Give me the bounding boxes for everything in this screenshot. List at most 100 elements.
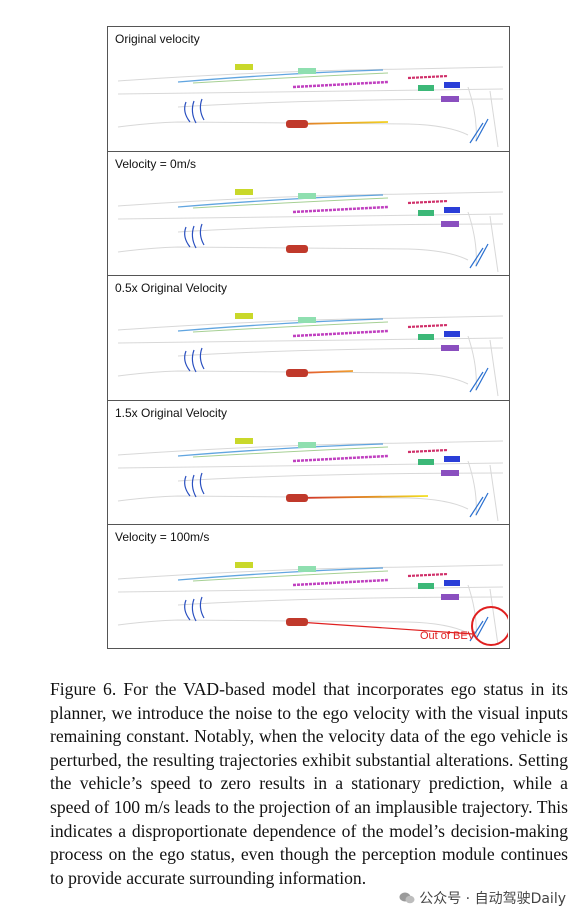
figure-bev-panels: Original velocity Velocity = 0m/s 0.5x Ori…: [107, 26, 510, 649]
pedestrian-trajectory: [475, 243, 489, 266]
lane-boundary: [489, 215, 499, 272]
detected-object-box: [298, 68, 316, 74]
pedestrian-trajectory: [191, 225, 197, 248]
pedestrian-trajectory: [191, 349, 197, 373]
bev-panel: Velocity = 0m/s: [108, 152, 509, 277]
centerline: [192, 570, 389, 582]
detected-object-box: [418, 209, 434, 216]
detected-object-box: [235, 437, 253, 444]
watermark: 公众号 · 自动驾驶Daily: [395, 887, 570, 909]
detected-object-box: [235, 64, 253, 70]
lane-boundary: [489, 90, 499, 148]
pedestrian-trajectory: [191, 599, 197, 622]
ego-planned-trajectory: [297, 121, 389, 125]
bev-map: [117, 64, 504, 148]
detected-object-box: [444, 455, 460, 462]
bev-map: [117, 562, 508, 647]
ego-vehicle: [286, 618, 308, 627]
agent-trajectory: [407, 324, 449, 329]
pedestrian-trajectory: [184, 101, 191, 123]
pedestrian-trajectory: [469, 621, 484, 642]
pedestrian-trajectory: [184, 600, 191, 621]
detected-object-box: [418, 334, 434, 341]
lane-boundary: [117, 586, 504, 593]
lane-boundary: [117, 66, 504, 82]
pedestrian-trajectory: [475, 118, 489, 142]
detected-object-box: [441, 469, 459, 476]
centerline: [177, 69, 384, 83]
pedestrian-trajectory: [475, 617, 489, 640]
lane-boundary: [467, 86, 477, 143]
bev-map: [117, 313, 504, 397]
lane-boundary: [117, 440, 504, 456]
lane-boundary: [467, 460, 477, 516]
lane-boundary: [489, 589, 499, 646]
pedestrian-trajectory: [191, 474, 197, 498]
lane-boundary: [117, 191, 504, 207]
ego-vehicle: [286, 369, 308, 378]
lane-boundary: [117, 564, 504, 580]
panel-label: 1.5x Original Velocity: [115, 405, 228, 420]
lane-boundary: [117, 88, 504, 95]
bev-panel: 0.5x Original Velocity: [108, 276, 509, 401]
centerline: [177, 567, 384, 582]
detected-object-box: [444, 331, 460, 338]
centerline: [192, 446, 389, 458]
detected-object-box: [235, 313, 253, 320]
panel-label: Original velocity: [115, 32, 200, 46]
pedestrian-trajectory: [199, 223, 205, 245]
detected-object-box: [298, 441, 316, 448]
lane-boundary: [117, 462, 504, 469]
detected-object-box: [444, 206, 460, 213]
agent-trajectory: [292, 205, 389, 213]
detected-object-box: [441, 96, 459, 102]
agent-trajectory: [292, 329, 389, 338]
pedestrian-trajectory: [469, 371, 484, 393]
centerline: [192, 72, 389, 84]
detected-object-box: [418, 85, 434, 91]
agent-trajectory: [407, 448, 449, 453]
pedestrian-trajectory: [469, 122, 484, 144]
pedestrian-trajectory: [199, 597, 205, 619]
pedestrian-trajectory: [184, 226, 191, 247]
panel-label: Velocity = 100m/s: [115, 530, 210, 545]
panel-label: 0.5x Original Velocity: [115, 281, 228, 296]
caption-label: Figure 6.: [50, 679, 117, 699]
detected-object-box: [444, 580, 460, 587]
figure-caption: Figure 6. For the VAD-based model that i…: [50, 678, 568, 890]
centerline: [177, 443, 384, 457]
lane-boundary: [467, 336, 477, 392]
bev-panel: Velocity = 100m/s Out of BEV: [108, 525, 509, 650]
pedestrian-trajectory: [184, 475, 191, 497]
agent-trajectory: [292, 80, 389, 89]
detected-object-box: [298, 317, 316, 324]
pedestrian-trajectory: [199, 472, 205, 495]
centerline: [177, 193, 384, 208]
ego-vehicle: [286, 493, 308, 502]
detected-object-box: [441, 345, 459, 352]
pedestrian-trajectory: [199, 347, 205, 370]
bev-panel: 1.5x Original Velocity: [108, 401, 509, 526]
centerline: [177, 318, 384, 332]
bev-map: [117, 437, 504, 521]
centerline: [192, 321, 389, 333]
detected-object-box: [418, 583, 434, 590]
lane-boundary: [467, 585, 477, 641]
detected-object-box: [444, 82, 460, 88]
panel-label: Velocity = 0m/s: [115, 156, 197, 171]
wechat-icon: [399, 892, 415, 904]
detected-object-box: [418, 458, 434, 465]
lane-boundary: [117, 337, 504, 344]
detected-object-box: [235, 188, 253, 195]
agent-trajectory: [407, 573, 449, 578]
lane-boundary: [117, 315, 504, 331]
out-of-bev-highlight: [471, 606, 508, 647]
lane-boundary: [117, 213, 504, 220]
pedestrian-trajectory: [184, 350, 191, 372]
agent-trajectory: [292, 454, 389, 463]
pedestrian-trajectory: [191, 100, 197, 124]
detected-object-box: [298, 192, 316, 199]
centerline: [192, 197, 389, 209]
bev-map: [117, 188, 504, 272]
detected-object-box: [441, 594, 459, 601]
